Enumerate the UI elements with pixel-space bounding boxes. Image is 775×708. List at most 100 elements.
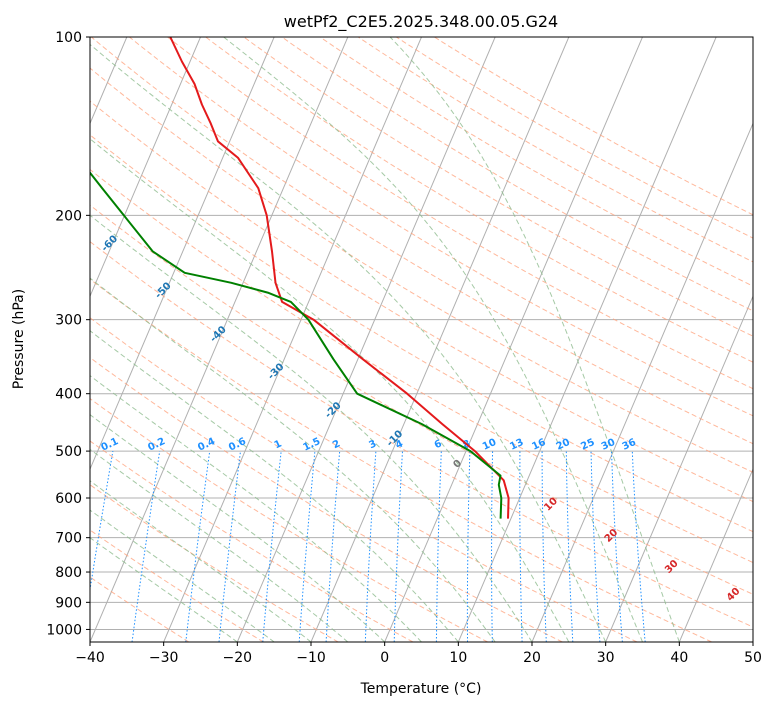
mixing-ratio-label: 10 xyxy=(481,437,498,453)
moist-adiabat-line xyxy=(90,277,496,642)
x-axis-ticks: −40 −30 −20 −10 0 10 20 30 40 50 xyxy=(75,642,762,666)
x-tick-label: 40 xyxy=(670,650,688,666)
x-tick-label: −20 xyxy=(223,650,253,666)
moist-adiabat-line xyxy=(90,138,570,642)
y-axis-ticks: 100 200 300 400 500 600 700 800 900 1000 xyxy=(46,30,90,638)
mixing-ratio-line xyxy=(490,451,494,642)
y-tick-label: 300 xyxy=(55,313,82,329)
dry-adiabat-line xyxy=(281,37,753,312)
y-tick-label: 700 xyxy=(55,531,82,547)
mixing-ratio-line xyxy=(631,451,646,642)
mixing-ratio-line xyxy=(298,451,316,642)
dry-adiabat-line xyxy=(90,204,753,595)
dry-adiabat-line xyxy=(90,67,753,473)
y-tick-label: 900 xyxy=(55,595,82,611)
y-tick-label: 1000 xyxy=(46,622,82,638)
moist-adiabat-line xyxy=(223,37,643,642)
isotherm-line xyxy=(457,37,717,642)
x-tick-label: 50 xyxy=(744,650,762,666)
dry-adiabat-line xyxy=(90,440,414,642)
dry-adiabat-line xyxy=(205,37,753,363)
dry-adiabat-line xyxy=(90,134,753,533)
moist-adiabat-line xyxy=(90,330,459,642)
mixing-ratio-line xyxy=(325,451,341,642)
y-tick-label: 600 xyxy=(55,491,82,507)
isotherm-line xyxy=(90,37,201,298)
isotherm-line xyxy=(605,295,753,642)
dry-adiabat-line xyxy=(129,37,753,417)
y-tick-label: 800 xyxy=(55,565,82,581)
dry-adiabat-line xyxy=(90,100,753,503)
dry-adiabat-line xyxy=(396,37,753,239)
chart-title: wetPf2_C2E5.2025.348.00.05.G24 xyxy=(284,12,558,32)
dry-adiabat-line xyxy=(243,37,753,337)
mixing-ratio-label: 30 xyxy=(600,437,617,453)
mixing-ratio-label: 1 xyxy=(273,438,284,451)
dry-adiabat-line xyxy=(90,317,638,642)
x-tick-label: 10 xyxy=(449,650,467,666)
mixing-ratio-label: 13 xyxy=(508,437,525,453)
moist-adiabat-line xyxy=(90,43,607,642)
x-tick-label: 0 xyxy=(380,650,389,666)
x-axis-label: Temperature (°C) xyxy=(360,681,482,697)
mixing-ratio-line xyxy=(435,451,442,642)
mixing-ratio-label: 36 xyxy=(621,437,638,453)
moist-adiabat-line xyxy=(90,480,312,642)
mixing-ratio-line xyxy=(262,451,282,642)
dry-adiabat-line xyxy=(90,37,753,445)
x-tick-label: 20 xyxy=(523,650,541,666)
x-tick-label: −10 xyxy=(296,650,326,666)
mixing-ratio-label: 16 xyxy=(530,437,547,453)
mixing-ratio-line xyxy=(466,451,471,642)
mixing-ratio-lines xyxy=(90,451,646,642)
mixing-ratio-label: 3 xyxy=(367,438,378,451)
isotherm-line xyxy=(90,37,275,471)
mixing-ratio-line xyxy=(393,451,403,642)
dry-adiabat-line xyxy=(90,484,339,642)
dry-adiabat-lines xyxy=(90,37,753,642)
dewpoint-profile-line xyxy=(90,171,503,519)
y-axis-label: Pressure (hPa) xyxy=(11,289,27,389)
isobar-grid xyxy=(90,37,753,630)
dry-adiabat-line xyxy=(167,37,753,390)
isotherm-line xyxy=(90,37,349,642)
mixing-ratio-line xyxy=(611,451,623,642)
x-tick-label: −30 xyxy=(149,650,179,666)
dry-adiabat-line xyxy=(357,37,753,263)
dry-adiabat-line xyxy=(90,241,753,628)
mixing-ratio-label: 6 xyxy=(433,438,444,451)
mixing-ratio-line xyxy=(565,451,574,642)
mixing-ratio-label: 25 xyxy=(579,437,596,453)
isotherm-line xyxy=(163,37,422,642)
y-tick-label: 400 xyxy=(55,387,82,403)
y-tick-label: 500 xyxy=(55,444,82,460)
isotherm-line xyxy=(531,122,753,642)
plot-frame xyxy=(89,36,754,643)
mixing-ratio-line xyxy=(590,451,601,642)
isotherm-line xyxy=(236,37,496,642)
mixing-ratio-line xyxy=(541,451,547,642)
y-tick-label: 100 xyxy=(55,30,82,46)
moist-adiabat-lines xyxy=(90,37,680,642)
moist-adiabat-line xyxy=(389,37,680,642)
moist-adiabat-line xyxy=(90,214,533,642)
sounding-profiles xyxy=(90,37,510,519)
dry-adiabat-line xyxy=(90,168,753,564)
plot-area: -100-90-80-70-60-50-40-30-20-1000.10.20.… xyxy=(90,37,753,642)
isotherm-line xyxy=(678,467,753,642)
mixing-ratio-label: 4 xyxy=(394,438,405,451)
mixing-ratio-label: 20 xyxy=(555,437,572,453)
y-tick-label: 200 xyxy=(55,208,82,224)
dry-adiabat-line xyxy=(90,278,712,642)
mixing-ratio-line xyxy=(519,451,523,642)
x-tick-label: −40 xyxy=(75,650,105,666)
temperature-profile-line xyxy=(169,37,510,519)
mixing-ratio-label: 2 xyxy=(331,438,342,451)
reference-line-labels: -100-90-80-70-60-50-40-30-20-1000.10.20.… xyxy=(99,234,742,604)
dry-adiabat-line xyxy=(90,529,264,642)
mixing-ratio-line xyxy=(364,451,377,642)
x-tick-label: 30 xyxy=(597,650,615,666)
isotherm-line xyxy=(384,37,643,642)
